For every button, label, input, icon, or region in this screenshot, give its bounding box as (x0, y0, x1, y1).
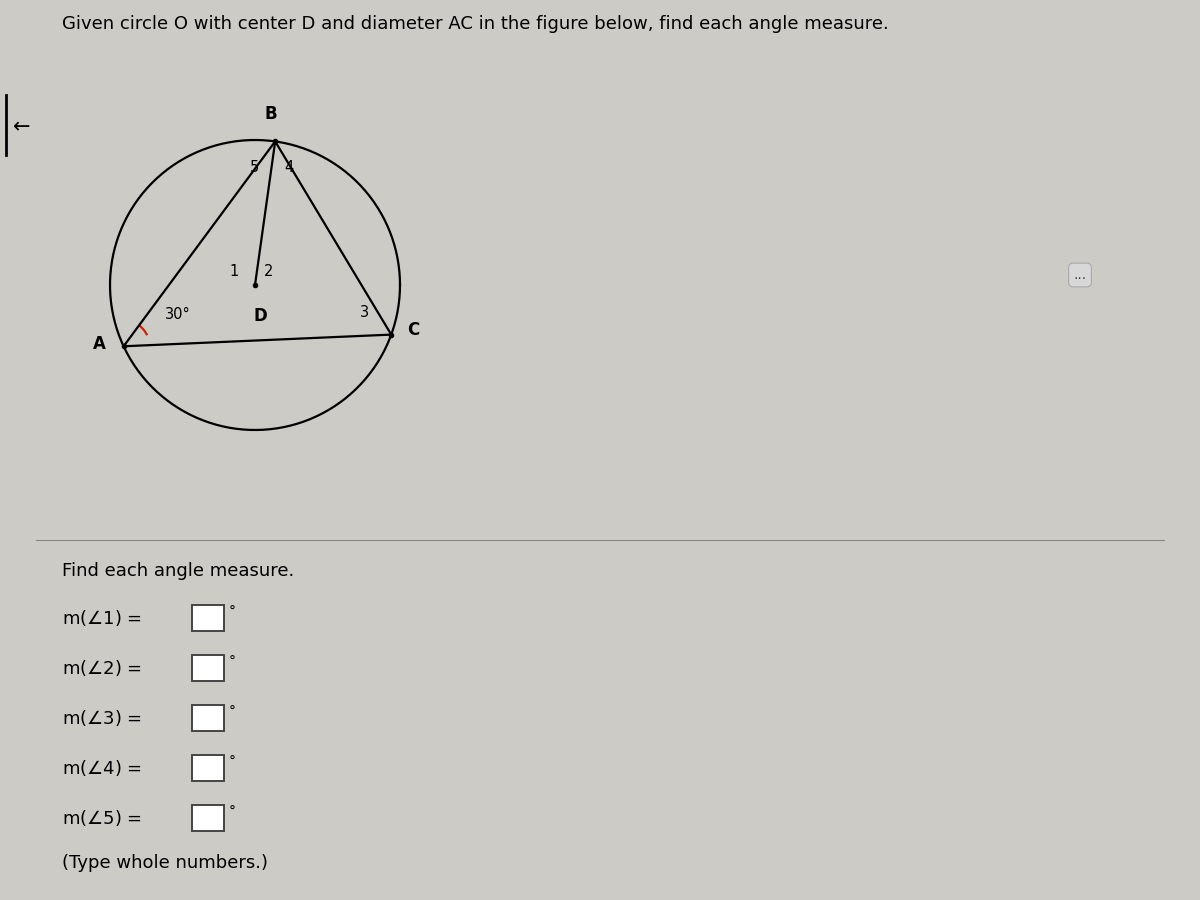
Text: ...: ... (1074, 268, 1086, 282)
Text: °: ° (229, 805, 236, 818)
Text: 2: 2 (264, 264, 274, 278)
Text: °: ° (229, 754, 236, 769)
Text: $\leftarrow$: $\leftarrow$ (8, 115, 30, 135)
Text: 3: 3 (360, 305, 368, 320)
FancyBboxPatch shape (192, 755, 224, 781)
Text: 4: 4 (284, 160, 294, 175)
Text: m($\angle$2) =: m($\angle$2) = (62, 658, 144, 678)
FancyBboxPatch shape (192, 705, 224, 731)
FancyBboxPatch shape (192, 805, 224, 831)
Text: m($\angle$3) =: m($\angle$3) = (62, 708, 144, 728)
Text: °: ° (229, 654, 236, 669)
Text: Find each angle measure.: Find each angle measure. (62, 562, 294, 580)
Text: C: C (407, 320, 420, 338)
Text: 1: 1 (229, 265, 239, 280)
FancyBboxPatch shape (192, 605, 224, 631)
FancyBboxPatch shape (192, 655, 224, 681)
Text: m($\angle$5) =: m($\angle$5) = (62, 808, 144, 828)
Text: Given circle O with center D and diameter AC in the figure below, find each angl: Given circle O with center D and diamete… (62, 15, 889, 33)
Text: °: ° (229, 605, 236, 618)
Text: D: D (253, 307, 266, 325)
Text: m($\angle$1) =: m($\angle$1) = (62, 608, 144, 628)
Text: 30°: 30° (166, 307, 191, 321)
Text: A: A (92, 336, 106, 354)
Text: m($\angle$4) =: m($\angle$4) = (62, 758, 144, 778)
Text: B: B (265, 105, 277, 123)
Text: 5: 5 (250, 160, 259, 175)
Text: (Type whole numbers.): (Type whole numbers.) (62, 854, 268, 872)
Text: °: ° (229, 705, 236, 718)
